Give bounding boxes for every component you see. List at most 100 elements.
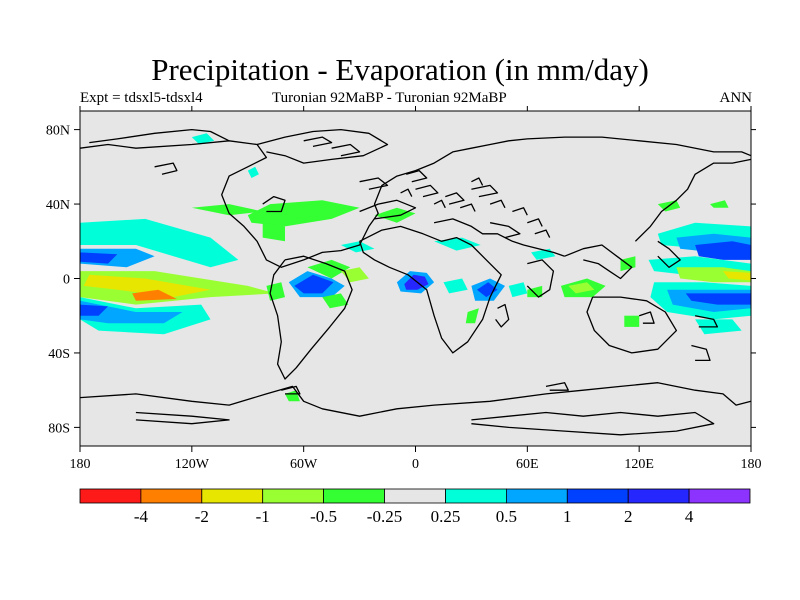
lon-tick-label: 60W: [290, 457, 318, 472]
season-label: ANN: [719, 90, 753, 106]
colorbar-label: 0.25: [431, 507, 461, 526]
colorbar-swatch: [384, 488, 446, 504]
colorbar-swatch: [201, 488, 264, 504]
coastline: [359, 199, 417, 220]
colorbar-swatch: [627, 488, 690, 504]
lat-tick-label: 0: [63, 273, 70, 288]
coastline: [256, 128, 389, 164]
coastline: [135, 411, 230, 425]
contour-region: [340, 241, 375, 253]
lon-tick-label: 120W: [175, 457, 210, 472]
colorbar-swatch: [688, 488, 751, 504]
contour-region: [132, 289, 177, 301]
contour-region: [685, 293, 751, 305]
contour-region: [294, 274, 334, 294]
coastline: [262, 195, 286, 213]
contour-region: [710, 200, 729, 208]
coastline: [495, 303, 510, 328]
contour-region: [568, 282, 595, 294]
coastline: [400, 188, 413, 197]
coastline: [564, 244, 633, 280]
coastline: [415, 184, 439, 198]
lat-tick-label: 80S: [48, 421, 70, 436]
coastline: [471, 411, 715, 436]
lon-tick-label: 60E: [516, 457, 539, 472]
coastline: [489, 199, 506, 209]
coastline: [471, 184, 499, 198]
colorbar-swatch: [323, 488, 385, 504]
colorbar: -4 -2 -1 -0.5 -0.25 0.25 0.5 1 2 4: [79, 488, 751, 526]
period-label: Turonian 92MaBP - Turonian 92MaBP: [272, 90, 507, 106]
contour-region: [80, 252, 118, 264]
contour-region: [443, 278, 468, 294]
coastline: [445, 192, 465, 205]
coastline: [269, 255, 353, 380]
lat-tick-label: 40N: [46, 198, 70, 213]
coastline: [303, 136, 333, 148]
coastline: [79, 136, 752, 268]
contour-region: [508, 282, 528, 298]
contour-region: [695, 319, 742, 335]
contour-region: [374, 207, 416, 223]
colorbar-swatch: [445, 488, 507, 504]
colorbar-swatch: [505, 488, 568, 504]
field-contours: [80, 133, 751, 402]
coastline: [331, 143, 361, 157]
contour-region: [695, 241, 751, 260]
coastline: [534, 229, 551, 238]
lon-tick-label: 0: [412, 457, 419, 472]
contour-region: [624, 315, 640, 327]
colorbar-label: -0.25: [367, 507, 402, 526]
coastline: [79, 382, 752, 417]
colorbar-swatch: [262, 488, 325, 504]
lat-tick-label: 40S: [48, 347, 70, 362]
contour-region: [322, 293, 349, 309]
colorbar-label: 2: [624, 507, 633, 526]
map-title: Precipitation - Evaporation (in mm/day): [151, 52, 649, 87]
contour-region: [723, 271, 751, 281]
contour-region: [465, 308, 479, 324]
coastline: [526, 259, 555, 298]
coastline: [459, 203, 476, 212]
axis-ticks: 180 120W 60W 0 60E 120E 180 80N 40N 0 40S 80S: [46, 106, 762, 472]
coastline: [586, 296, 678, 354]
coastline: [154, 162, 178, 175]
coastline: [433, 199, 446, 209]
contour-region: [262, 222, 285, 242]
coastline: [527, 218, 543, 227]
contour-region: [191, 133, 215, 145]
experiment-label: Expt = tdsxl5-tdsxl4: [80, 90, 203, 106]
colorbar-label: -0.5: [310, 507, 337, 526]
contour-region: [80, 218, 239, 268]
coastline: [281, 385, 301, 395]
colorbar-swatch: [566, 488, 629, 504]
contour-region: [527, 285, 543, 298]
colorbar-label: 4: [685, 507, 694, 526]
coastline: [657, 240, 681, 268]
coastline: [89, 128, 230, 144]
coastline: [471, 177, 484, 186]
coastline: [359, 177, 389, 190]
coastline: [358, 225, 502, 354]
coastline: [694, 315, 719, 328]
coastline: [691, 344, 711, 362]
contour-region: [307, 259, 351, 279]
coastline: [634, 158, 752, 242]
lon-tick-label: 180: [70, 457, 91, 472]
coastline: [512, 207, 528, 216]
colorbar-label: 0.5: [496, 507, 517, 526]
contour-region: [80, 304, 108, 316]
contour-region: [83, 274, 211, 298]
colorbar-swatch: [79, 488, 142, 504]
coastlines: [79, 128, 752, 436]
contour-region: [247, 200, 360, 227]
colorbar-swatch: [140, 488, 203, 504]
colorbar-label: -4: [134, 507, 149, 526]
contour-region: [285, 390, 300, 402]
coastline: [406, 169, 428, 183]
coastline: [433, 218, 565, 257]
coastline: [489, 222, 521, 239]
lon-tick-label: 180: [741, 457, 762, 472]
colorbar-label: 1: [563, 507, 572, 526]
